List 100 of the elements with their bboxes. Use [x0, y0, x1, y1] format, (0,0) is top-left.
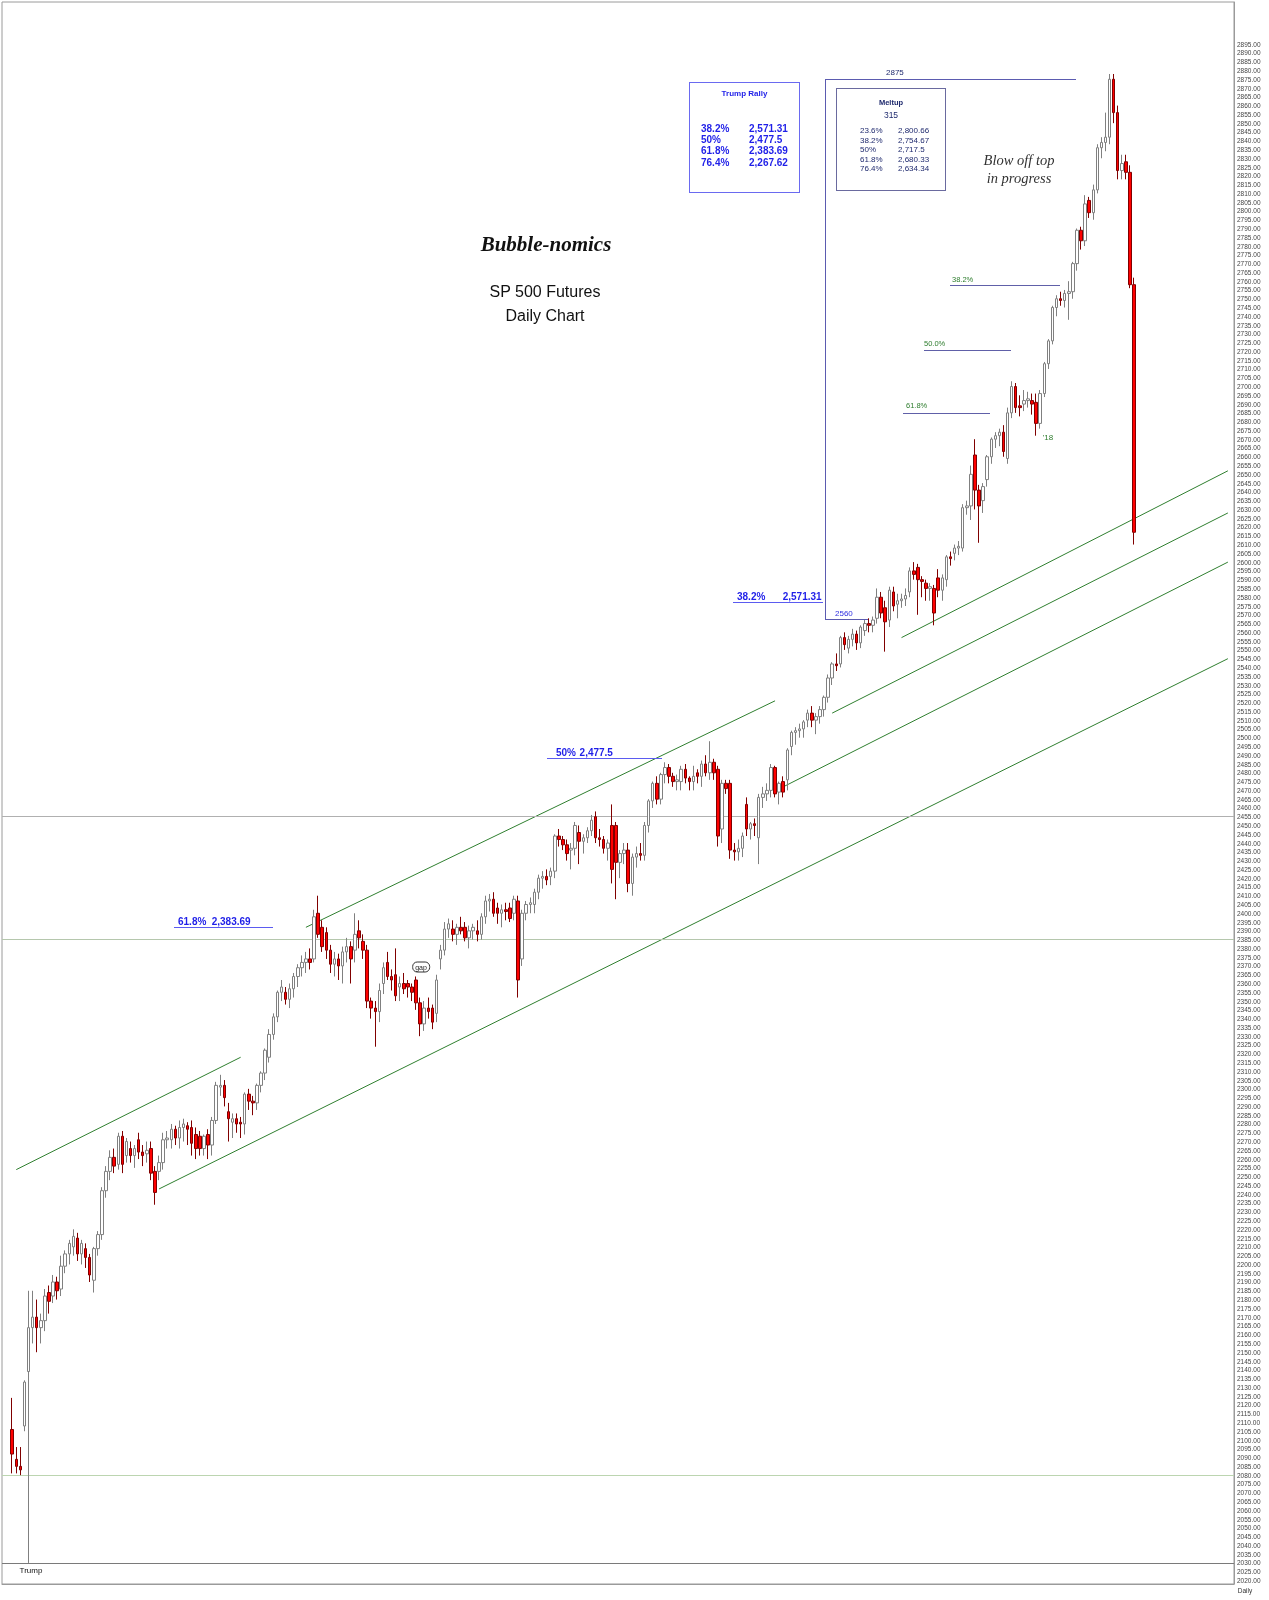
candlestick — [398, 975, 401, 1002]
candlestick — [969, 465, 973, 521]
candlestick — [924, 579, 928, 602]
candlestick — [174, 1125, 177, 1146]
candlestick — [76, 1232, 79, 1262]
candlestick — [696, 768, 699, 784]
candlestick — [80, 1239, 83, 1265]
candlestick — [129, 1141, 132, 1164]
candlestick — [508, 902, 512, 923]
candlestick — [435, 974, 438, 1023]
candlestick — [577, 824, 581, 865]
candlestick — [855, 630, 858, 651]
candlestick — [806, 709, 809, 728]
candlestick — [679, 765, 683, 791]
candlestick — [594, 810, 597, 844]
candlestick — [1079, 226, 1083, 251]
annotation: '18 — [1042, 433, 1054, 442]
annotation: 2560 — [835, 608, 853, 618]
annotation: 2875 — [886, 68, 904, 78]
annotation: Blow off top in progress — [983, 151, 1055, 186]
candlestick — [121, 1130, 124, 1174]
candlestick — [545, 868, 548, 886]
candlestick — [227, 1102, 230, 1143]
candlestick — [451, 919, 455, 942]
candlestick — [700, 760, 703, 788]
candlestick — [304, 951, 308, 974]
candlestick — [908, 566, 911, 598]
candlestick — [202, 1134, 206, 1157]
candlestick — [1059, 291, 1062, 307]
candlestick — [606, 839, 610, 862]
candlestick — [206, 1128, 210, 1160]
candlestick — [1120, 154, 1124, 180]
annotation: 61.8% 2,383.69 — [178, 915, 251, 927]
text: Trump Rally 38.2% 2,571.31 50% 2,477.5 61.8% 2,383.69 76.4% 2,267.62 — [701, 89, 788, 168]
candlestick — [402, 972, 406, 995]
candlestick — [1022, 389, 1026, 412]
candlestick — [55, 1276, 59, 1301]
candlestick — [1002, 424, 1005, 458]
candlestick — [928, 582, 932, 602]
candlestick — [19, 1446, 22, 1476]
candlestick — [10, 1397, 14, 1474]
candlestick — [243, 1091, 246, 1136]
candlestick — [704, 754, 707, 777]
candlestick — [745, 796, 748, 837]
candlestick — [378, 983, 381, 1023]
candlestick — [467, 925, 471, 949]
candlestick — [455, 923, 459, 946]
candlestick — [1034, 393, 1038, 437]
candlestick — [888, 586, 891, 628]
candlestick — [655, 775, 659, 805]
candlestick — [843, 631, 846, 651]
candlestick — [753, 817, 756, 837]
candlestick — [773, 765, 777, 798]
candlestick — [231, 1112, 234, 1139]
candlestick — [998, 428, 1001, 447]
candlestick — [353, 912, 357, 963]
candlestick — [667, 763, 671, 784]
candlestick — [835, 652, 838, 672]
text: Bubble-nomics — [480, 231, 612, 256]
candlestick — [504, 902, 508, 921]
candlestick — [145, 1141, 149, 1164]
candlestick — [839, 635, 842, 668]
candlestick — [892, 586, 895, 612]
candlestick — [133, 1144, 136, 1169]
candlestick — [23, 1379, 26, 1432]
candlestick — [47, 1285, 51, 1315]
candlestick — [1026, 391, 1030, 409]
candlestick — [51, 1274, 55, 1304]
candlestick — [626, 842, 630, 893]
candlestick — [949, 551, 952, 567]
annotation: 38.2% 2,571.31 — [737, 590, 822, 602]
candlestick — [15, 1446, 18, 1474]
candlestick — [333, 951, 336, 977]
candlestick — [422, 1000, 426, 1032]
candlestick — [463, 921, 467, 942]
candlestick — [516, 895, 520, 999]
candlestick — [125, 1137, 128, 1164]
candlestick — [239, 1116, 242, 1139]
candlestick — [349, 940, 353, 985]
annotation: 50% 2,477.5 — [556, 747, 613, 758]
candlestick — [810, 705, 814, 728]
candlestick — [223, 1079, 226, 1107]
candlestick — [916, 563, 920, 616]
candlestick — [896, 593, 899, 619]
candlestick — [786, 747, 789, 791]
candlestick — [639, 842, 642, 862]
candlestick — [720, 779, 724, 844]
candlestick — [692, 765, 695, 791]
candlestick — [557, 828, 561, 848]
candlestick — [728, 779, 732, 860]
candlestick — [198, 1130, 202, 1157]
candlestick — [500, 904, 503, 928]
candlestick — [178, 1119, 181, 1150]
candlestick — [904, 587, 907, 607]
candlestick — [476, 919, 479, 942]
candlestick — [708, 740, 712, 781]
candlestick — [777, 781, 781, 805]
annotation: Trump — [19, 1566, 43, 1575]
candlestick — [1083, 194, 1087, 247]
candlestick — [802, 719, 805, 739]
